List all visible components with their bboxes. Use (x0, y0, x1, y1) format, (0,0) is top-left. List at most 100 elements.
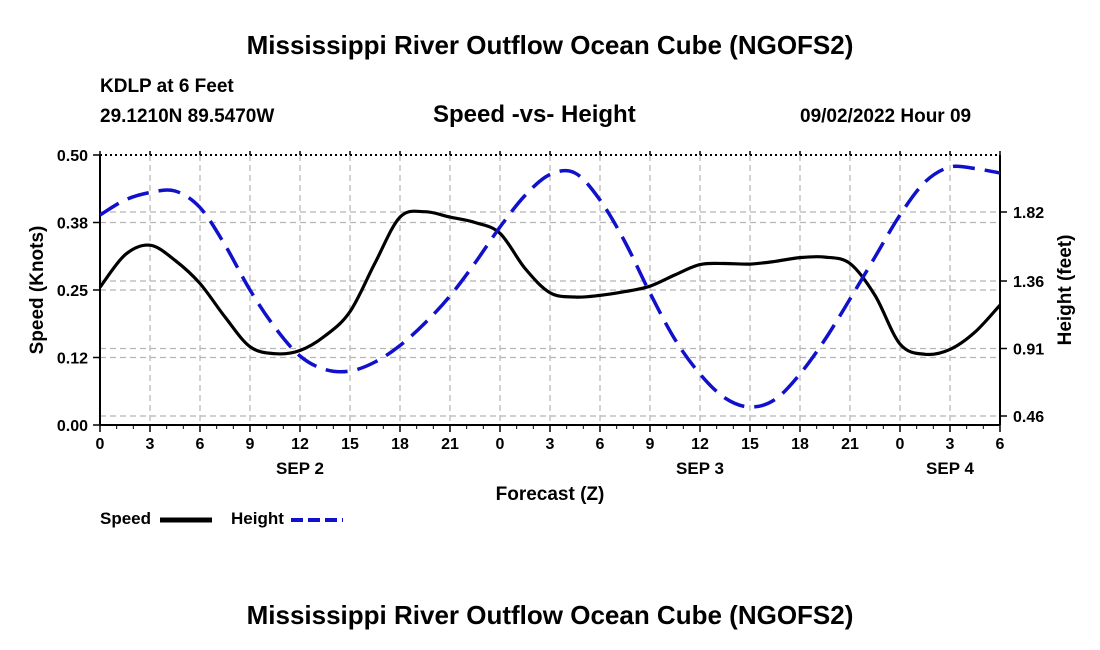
y-axis-label: Speed (Knots) (27, 226, 48, 355)
speed-data-point (824, 256, 826, 258)
x-tick-label: 3 (546, 436, 555, 453)
height-data-point (999, 172, 1001, 174)
y2-tick-label: 1.82 (1013, 205, 1044, 222)
x-tick-label: 12 (291, 436, 309, 453)
speed-data-point (874, 294, 876, 296)
x-tick-label: 15 (341, 436, 359, 453)
height-data-point (224, 244, 226, 246)
x-tick-label: 9 (646, 436, 655, 453)
speed-data-point (349, 310, 351, 312)
legend-height-label: Height (231, 509, 284, 528)
height-data-point (249, 289, 251, 291)
x-tick-label: 6 (196, 436, 205, 453)
legend-height-swatch (291, 518, 343, 522)
height-data-point (99, 214, 101, 216)
speed-data-point (499, 232, 501, 234)
chart-title: Mississippi River Outflow Ocean Cube (NG… (246, 30, 854, 60)
height-data-point (974, 167, 976, 169)
height-data-point (499, 226, 501, 228)
speed-data-point (649, 285, 651, 287)
height-data-point (774, 398, 776, 400)
height-data-point (674, 338, 676, 340)
y2-tick-label: 0.91 (1013, 342, 1044, 359)
speed-data-point (99, 286, 101, 288)
y2-tick-label: 1.36 (1013, 274, 1044, 291)
speed-data-point (999, 304, 1001, 306)
height-data-point (699, 373, 701, 375)
speed-data-point (274, 353, 276, 355)
chart-subtitle: Speed -vs- Height (433, 101, 636, 128)
speed-data-point (199, 282, 201, 284)
day-label: SEP 4 (926, 459, 974, 478)
speed-data-point (674, 274, 676, 276)
height-data-point (874, 256, 876, 258)
speed-data-point (474, 221, 476, 223)
height-data-point (824, 338, 826, 340)
y-tick-label: 0.12 (57, 351, 88, 368)
day-label: SEP 3 (676, 459, 724, 478)
speed-data-point (324, 335, 326, 337)
height-data-point (549, 173, 551, 175)
speed-data-point (524, 267, 526, 269)
x-tick-label: 3 (946, 436, 955, 453)
speed-data-point (374, 262, 376, 264)
x-tick-label: 3 (146, 436, 155, 453)
x-tick-label: 0 (896, 436, 905, 453)
x-tick-label: 9 (246, 436, 255, 453)
x-axis-label: Forecast (Z) (496, 484, 605, 505)
series-layer (98, 164, 1002, 409)
height-data-point (599, 199, 601, 201)
speed-data-point (924, 353, 926, 355)
height-data-point (324, 368, 326, 370)
speed-data-point (449, 216, 451, 218)
x-tick-label: 6 (596, 436, 605, 453)
y-tick-label: 0.38 (57, 216, 88, 233)
speed-data-point (724, 262, 726, 264)
speed-data-point (949, 348, 951, 350)
x-tick-label: 15 (741, 436, 759, 453)
speed-data-point (174, 259, 176, 261)
height-data-point (174, 190, 176, 192)
height-data-point (149, 191, 151, 193)
speed-series-line (98, 209, 1002, 357)
height-data-point (849, 298, 851, 300)
height-data-point (574, 172, 576, 174)
speed-data-point (749, 263, 751, 265)
height-data-point (899, 214, 901, 216)
speed-data-point (299, 349, 301, 351)
speed-data-point (424, 211, 426, 213)
speed-data-point (899, 343, 901, 345)
legend-speed-label: Speed (100, 509, 152, 528)
day-label: SEP 2 (276, 459, 324, 478)
x-tick-label: 0 (96, 436, 105, 453)
height-data-point (124, 199, 126, 201)
y-tick-label: 0.25 (57, 283, 88, 300)
speed-data-point (224, 316, 226, 318)
height-data-point (449, 295, 451, 297)
forecast-datetime: 09/02/2022 Hour 09 (800, 106, 972, 127)
x-tick-label: 12 (691, 436, 709, 453)
speed-data-point (974, 331, 976, 333)
height-data-point (274, 326, 276, 328)
height-data-point (374, 361, 376, 363)
y2-tick-label: 0.46 (1013, 409, 1044, 426)
axis-ticks: 0 3 6 9 12 15 18 21 0 3 6 9 12 15 18 21 0 3 6 SEP 2 SEP 3 SEP… (57, 148, 1044, 478)
grid-lines (100, 155, 1000, 425)
legend-speed-swatch (160, 517, 212, 523)
footer-title: Mississippi River Outflow Ocean Cube (NG… (246, 600, 854, 630)
station-coords: 29.1210N 89.5470W (100, 106, 275, 127)
x-tick-label: 21 (841, 436, 859, 453)
speed-data-point (774, 260, 776, 262)
height-data-point (649, 292, 651, 294)
height-data-point (199, 206, 201, 208)
x-tick-label: 18 (391, 436, 409, 453)
speed-data-point (849, 262, 851, 264)
speed-data-point (574, 296, 576, 298)
height-data-point (924, 181, 926, 183)
speed-data-point (599, 294, 601, 296)
height-data-point (624, 241, 626, 243)
height-data-point (949, 166, 951, 168)
speed-data-point (249, 346, 251, 348)
speed-data-point (549, 292, 551, 294)
y-tick-label: 0.50 (57, 148, 88, 165)
